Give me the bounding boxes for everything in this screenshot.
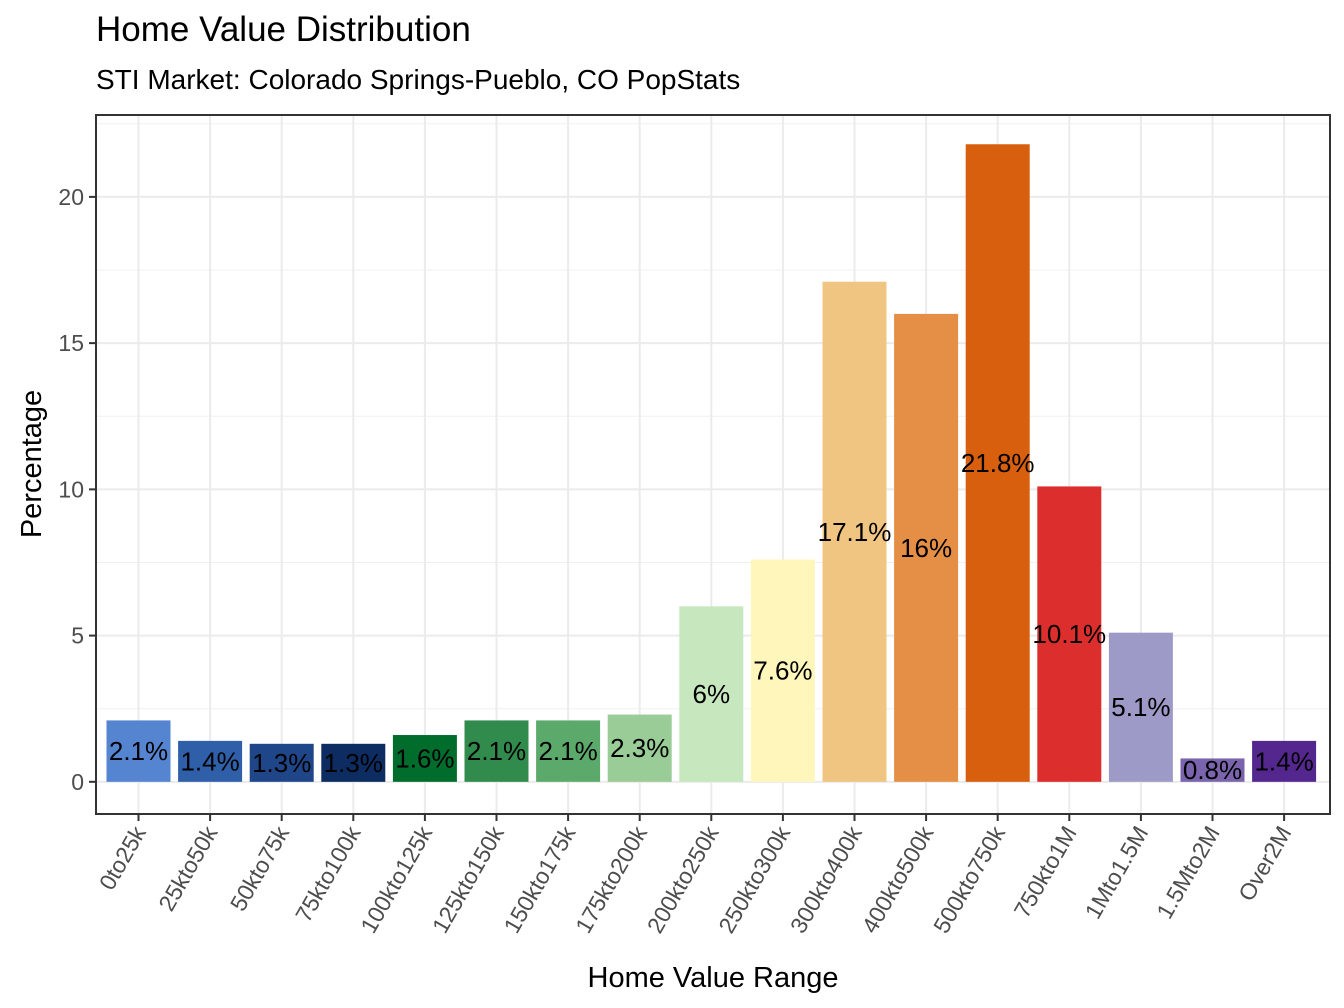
bar-label-25kto50k: 1.4% bbox=[180, 746, 239, 776]
bar-label-500kto750k: 21.8% bbox=[961, 448, 1035, 478]
x-tick-label: 150kto175k bbox=[498, 821, 580, 937]
bars bbox=[106, 144, 1317, 782]
bar-label-150kto175k: 2.1% bbox=[538, 736, 597, 766]
y-tick-label: 10 bbox=[58, 476, 84, 502]
bar-label-750kto1M: 10.1% bbox=[1032, 619, 1106, 649]
bar-75kto100k bbox=[321, 743, 386, 782]
bar-300kto400k bbox=[822, 281, 887, 782]
bar-label-100kto125k: 1.6% bbox=[395, 743, 454, 773]
bar-label-50kto75k: 1.3% bbox=[252, 748, 311, 778]
bar-150kto175k bbox=[536, 720, 601, 782]
bar-label-175kto200k: 2.3% bbox=[610, 733, 669, 763]
x-tick-label: 1Mto1.5M bbox=[1080, 822, 1154, 924]
x-tick-label: 200kto250k bbox=[642, 821, 724, 937]
x-tick-label: 0to25k bbox=[94, 821, 151, 894]
bar-1.5Mto2M bbox=[1180, 758, 1245, 782]
x-tick-label: Over2M bbox=[1233, 822, 1296, 906]
y-tick-label: 0 bbox=[71, 769, 84, 795]
bar-1Mto1.5M bbox=[1108, 632, 1173, 782]
x-tick-label: 400kto500k bbox=[856, 821, 938, 937]
bar-200kto250k bbox=[679, 606, 744, 782]
bar-label-1.5Mto2M: 0.8% bbox=[1183, 755, 1242, 785]
x-tick-label: 1.5Mto2M bbox=[1151, 822, 1225, 924]
x-tick-label: 300kto400k bbox=[785, 821, 867, 937]
x-tick-label: 50kto75k bbox=[225, 821, 294, 915]
x-tick-label: 125kto150k bbox=[427, 821, 509, 937]
y-tick-label: 15 bbox=[58, 330, 84, 356]
x-axis-title: Home Value Range bbox=[588, 962, 839, 994]
bar-label-400kto500k: 16% bbox=[900, 533, 952, 563]
chart-title: Home Value Distribution bbox=[96, 10, 471, 49]
x-tick-label: 250kto300k bbox=[713, 821, 795, 937]
bar-400kto500k bbox=[894, 313, 959, 782]
bar-label-200kto250k: 6% bbox=[693, 679, 731, 709]
bar-label-300kto400k: 17.1% bbox=[818, 517, 892, 547]
y-axis: 0 5 10 15 20 bbox=[58, 184, 96, 795]
bar-0to25k bbox=[106, 720, 171, 782]
x-tick-label: 500kto750k bbox=[928, 821, 1010, 937]
y-axis-title: Percentage bbox=[16, 390, 48, 538]
bar-label-75kto100k: 1.3% bbox=[324, 748, 383, 778]
bar-25kto50k bbox=[178, 740, 243, 782]
bar-Over2M bbox=[1252, 740, 1317, 782]
plot-panel-border bbox=[95, 114, 1331, 815]
x-tick-label: 25kto50k bbox=[153, 821, 222, 915]
bar-label-Over2M: 1.4% bbox=[1254, 746, 1313, 776]
bar-125kto150k bbox=[464, 720, 529, 782]
x-axis: 0to25k 25kto50k 50kto75k75kto100k100kto125… bbox=[94, 814, 1296, 938]
y-tick-label: 20 bbox=[58, 184, 84, 210]
x-tick-label: 100kto125k bbox=[355, 821, 437, 937]
bar-100kto125k bbox=[392, 735, 457, 782]
x-tick-label: 175kto200k bbox=[570, 821, 652, 937]
y-tick-label: 5 bbox=[71, 623, 84, 649]
bar-750kto1M bbox=[1037, 486, 1102, 782]
bar-label-125kto150k: 2.1% bbox=[467, 736, 526, 766]
bar-50kto75k bbox=[249, 743, 314, 782]
x-tick-label: 75kto100k bbox=[290, 821, 366, 926]
bar-label-250kto300k: 7.6% bbox=[753, 656, 812, 686]
bar-500kto750k bbox=[965, 144, 1030, 782]
bar-data-labels: 2.1% 1.4% 1.3% 1.3% 1.6% 2.1% 2.1% 2.3% 6% 7.6% 17… bbox=[109, 448, 1314, 785]
bar-250kto300k bbox=[750, 559, 815, 782]
chart-subtitle: STI Market: Colorado Springs-Pueblo, CO … bbox=[96, 64, 741, 95]
x-tick-label: 750kto1M bbox=[1009, 822, 1082, 922]
bar-label-1Mto1.5M: 5.1% bbox=[1111, 692, 1170, 722]
bar-label-0to25k: 2.1% bbox=[109, 736, 168, 766]
bar-175kto200k bbox=[607, 714, 672, 782]
